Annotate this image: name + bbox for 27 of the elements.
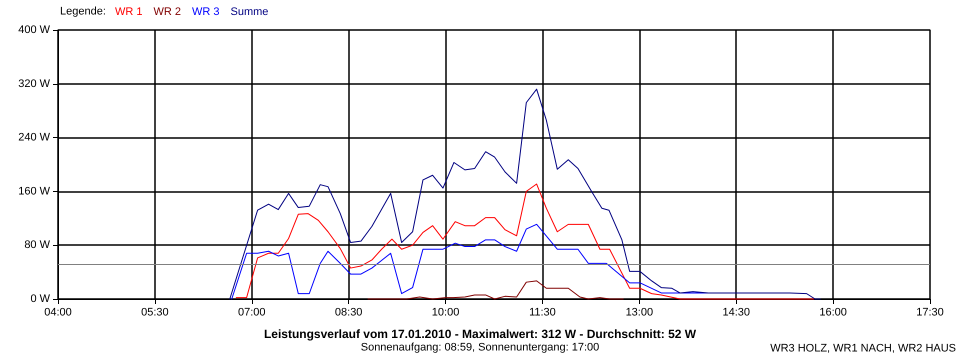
y-tick-label: 160 W [18, 185, 51, 198]
x-tick-label: 04:00 [44, 306, 72, 318]
line-series [229, 88, 821, 300]
x-tick-label: 10:00 [432, 306, 460, 318]
x-tick-label: 05:30 [141, 306, 169, 318]
x-tick-label: 16:00 [819, 306, 847, 318]
x-tick-label: 17:30 [916, 306, 944, 318]
text: WR 2 [154, 6, 181, 18]
y-tick-label: 240 W [18, 132, 51, 144]
x-tick-label: 11:30 [529, 306, 556, 318]
text: Sonnenaufgang: 08:59, Sonnenuntergang: 17:00 [360, 342, 600, 354]
x-tick-label: 13:00 [626, 306, 654, 318]
y-tick-label: 80 W [24, 239, 51, 252]
y-tick-label: 400 W [18, 24, 51, 36]
text: Leistungsverlauf vom 17.01.2010 - Maximalwert: 312 W - Durchschnitt: 52 W [264, 327, 697, 341]
legend-title: Legende: [60, 6, 106, 18]
x-tick-label: 07:00 [238, 306, 266, 318]
line-series [236, 184, 814, 300]
y-tick-label: 320 W [18, 78, 51, 90]
text: Summe [230, 6, 268, 18]
text: WR3 HOLZ, WR1 NACH, WR2 HAUS [770, 342, 956, 354]
y-tick-label: 0 W [30, 293, 51, 305]
x-tick-label: 14:30 [722, 306, 750, 318]
x-tick-label: 08:30 [334, 306, 362, 318]
text: WR 1 [115, 6, 142, 18]
text: WR 3 [192, 6, 220, 18]
line-series [368, 280, 624, 300]
